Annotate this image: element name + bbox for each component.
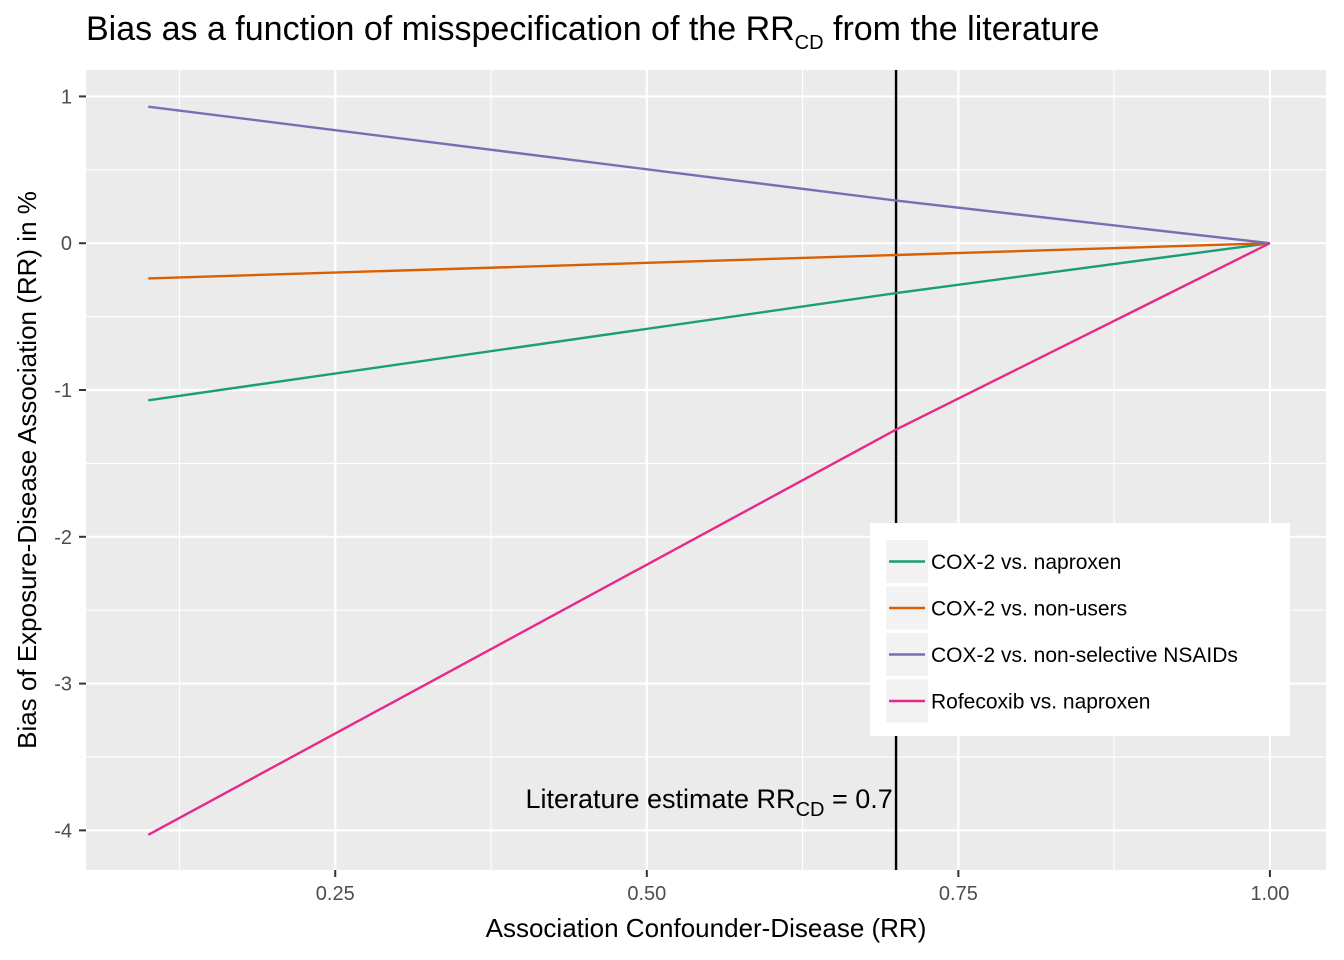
series-line-4 (147, 242, 1271, 836)
annotation-suffix: = 0.7 (824, 784, 892, 814)
legend-label: COX-2 vs. naproxen (931, 551, 1121, 574)
legend: COX-2 vs. naproxen COX-2 vs. non-users COX… (870, 523, 1290, 736)
series-lines (147, 105, 1271, 836)
major-gridlines (86, 70, 1326, 870)
chart-title-subscript: CD (795, 32, 824, 54)
chart-title-tail: from the literature (824, 10, 1100, 48)
annotation-prefix: Literature estimate RR (525, 784, 795, 814)
chart-title-main: Bias as a function of misspecification o… (86, 10, 795, 48)
series-line-3 (148, 105, 1271, 245)
axis-ticks: 0.25 0.50 0.75 1.00 1 0 -1 -2 -3 -4 (54, 86, 1289, 905)
y-tick-label: -4 (54, 820, 72, 842)
legend-label: COX-2 vs. non-users (931, 598, 1127, 621)
y-tick-label: -3 (54, 674, 72, 696)
y-tick-label: -2 (54, 527, 72, 549)
x-tick-label: 0.25 (316, 883, 355, 905)
legend-label: COX-2 vs. non-selective NSAIDs (931, 644, 1238, 667)
legend-box (870, 523, 1290, 736)
literature-estimate-annotation: Literature estimate RRCD = 0.7 (525, 784, 892, 821)
y-tick-label: -1 (54, 380, 72, 402)
x-tick-label: 0.50 (627, 883, 666, 905)
series-line-2 (148, 242, 1270, 280)
series-line-1 (148, 242, 1271, 402)
chart-title: Bias as a function of misspecification o… (86, 10, 1099, 54)
y-tick-label: 0 (61, 233, 72, 255)
x-tick-label: 0.75 (939, 883, 978, 905)
legend-label: Rofecoxib vs. naproxen (931, 691, 1150, 714)
x-axis-title: Association Confounder-Disease (RR) (486, 913, 927, 943)
annotation-subscript: CD (796, 799, 825, 821)
y-axis-title: Bias of Exposure-Disease Association (RR… (12, 191, 42, 749)
y-tick-label: 1 (61, 86, 72, 108)
plot-panel (86, 70, 1326, 870)
x-tick-label: 1.00 (1250, 883, 1289, 905)
